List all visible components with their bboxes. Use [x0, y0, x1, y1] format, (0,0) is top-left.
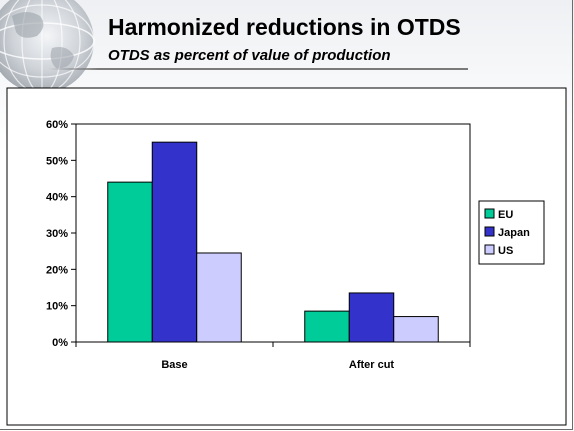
title-divider: [48, 68, 468, 70]
legend-label: EU: [498, 209, 513, 221]
legend-swatch: [484, 244, 495, 255]
bars: [107, 141, 439, 343]
slide-subtitle: OTDS as percent of value of production: [108, 47, 391, 64]
y-tick-label: 40%: [46, 192, 68, 204]
bar-japan-base: [151, 141, 198, 343]
slide-title: Harmonized reductions in OTDS: [108, 14, 461, 40]
legend-swatch: [484, 208, 495, 219]
y-tick-label: 50%: [46, 155, 68, 167]
legend: EU Japan US: [478, 200, 545, 265]
legend-label: Japan: [498, 227, 530, 239]
y-axis: 0% 10% 20% 30% 40% 50% 60%: [46, 119, 76, 349]
x-axis: Base After cut: [75, 342, 471, 371]
bar-japan-after-cut: [348, 292, 395, 343]
bar-us-after-cut: [393, 316, 439, 343]
y-tick-label: 20%: [46, 264, 68, 276]
x-category-label: Base: [161, 359, 187, 371]
bar-eu-base: [107, 181, 153, 343]
bar-eu-after-cut: [304, 310, 350, 343]
y-tick-label: 30%: [46, 228, 68, 240]
legend-label: US: [498, 245, 513, 257]
bar-us-base: [196, 252, 242, 343]
x-category-label: After cut: [349, 359, 395, 371]
legend-swatch: [484, 226, 495, 237]
y-tick-label: 0%: [52, 337, 68, 349]
y-tick-label: 10%: [46, 301, 68, 313]
y-tick-label: 60%: [46, 119, 68, 131]
